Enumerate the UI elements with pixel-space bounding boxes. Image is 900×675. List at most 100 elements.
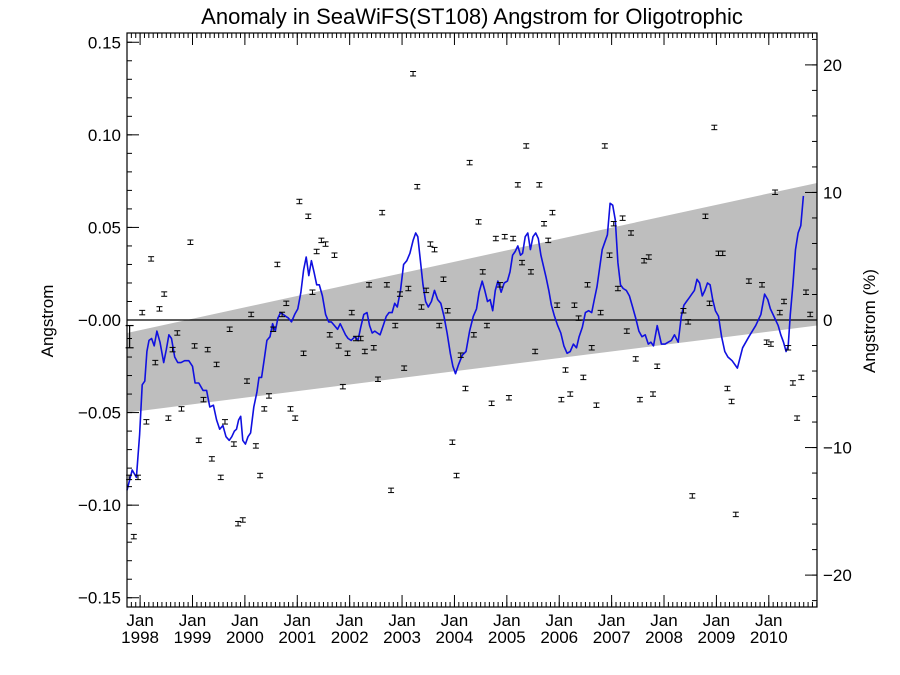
data-point [243, 378, 250, 384]
data-point [798, 374, 805, 381]
x-tick-label-month: Jan [336, 611, 363, 630]
data-point [383, 282, 390, 288]
data-point [745, 278, 752, 284]
data-point [252, 443, 259, 449]
x-tick-label-year: 2001 [278, 628, 316, 647]
x-tick-label-year: 2006 [540, 628, 578, 647]
data-point [597, 309, 604, 316]
data-point [580, 374, 587, 381]
x-tick-label-month: Jan [126, 611, 153, 630]
x-tick-label-month: Jan [598, 611, 625, 630]
data-point [148, 256, 155, 262]
data-point [187, 239, 194, 245]
data-point [235, 520, 242, 527]
data-point [221, 419, 228, 425]
data-point [300, 350, 307, 357]
data-point [497, 282, 504, 288]
data-point [645, 254, 652, 260]
data-point [200, 396, 207, 403]
x-tick-label-year: 2009 [697, 628, 735, 647]
data-point [143, 419, 150, 425]
x-tick-label-month: Jan [441, 611, 468, 630]
x-tick-label-year: 2008 [645, 628, 683, 647]
data-point [335, 343, 342, 349]
data-point [165, 415, 172, 421]
axes-layer: −0.15 −0.10 −0.05 −0.00 0.05 0.10 0.15 −20 −10 0 1… [78, 32, 852, 647]
data-point [401, 365, 408, 371]
x-tick-label-month: Jan [546, 611, 573, 630]
y-tick-label-right: 20 [823, 56, 842, 75]
data-point [305, 213, 312, 220]
data-point [283, 300, 290, 307]
data-point [562, 367, 569, 373]
data-point [204, 346, 211, 353]
data-point [318, 237, 325, 244]
data-point [331, 252, 338, 258]
data-point [610, 220, 617, 227]
y-axis-title-right: Angstrom (%) [860, 269, 879, 373]
data-point [588, 345, 595, 351]
data-point [457, 352, 464, 358]
x-tick-label-month: Jan [388, 611, 415, 630]
data-point [514, 182, 521, 188]
data-point [719, 250, 726, 257]
data-point [584, 282, 591, 288]
data-point [226, 326, 233, 332]
data-point [366, 282, 373, 288]
data-point [370, 345, 377, 351]
data-point [510, 235, 517, 242]
data-point [462, 385, 469, 392]
data-point [532, 348, 539, 355]
data-point [758, 282, 765, 288]
x-tick-label-year: 2004 [436, 628, 474, 647]
data-point [257, 472, 264, 479]
data-point [575, 315, 582, 321]
x-tick-label-month: Jan [179, 611, 206, 630]
data-point [453, 472, 460, 479]
data-point [265, 393, 272, 399]
data-point [475, 219, 482, 225]
x-tick-label-year: 1999 [174, 628, 212, 647]
data-point [680, 308, 687, 314]
trend-band-layer [127, 182, 817, 413]
data-point [601, 143, 608, 149]
data-point [449, 439, 456, 445]
data-point [261, 406, 268, 412]
data-point [785, 345, 792, 351]
data-point [440, 276, 447, 282]
data-point [427, 241, 434, 247]
data-point [619, 215, 626, 221]
x-tick-label-year: 2005 [488, 628, 526, 647]
y-tick-label-right: −20 [823, 566, 852, 585]
data-point [541, 220, 548, 227]
data-point [488, 400, 495, 407]
trend-band [127, 182, 817, 413]
data-point [794, 415, 801, 421]
data-point [309, 289, 316, 295]
x-tick-label-month: Jan [650, 611, 677, 630]
y-tick-label-left: −0.05 [78, 404, 121, 423]
data-point [689, 493, 696, 499]
data-point [685, 319, 692, 325]
data-point [807, 311, 814, 318]
data-point [135, 474, 142, 481]
data-point [405, 285, 412, 292]
data-point [348, 309, 355, 316]
data-point [292, 415, 299, 421]
data-point [505, 395, 512, 401]
data-point [519, 259, 526, 266]
data-point [763, 339, 770, 345]
x-tick-label-year: 2003 [383, 628, 421, 647]
y-tick-label-right: 10 [823, 183, 842, 202]
data-point [802, 289, 809, 295]
data-point [248, 311, 255, 318]
data-point [523, 143, 530, 149]
data-point [545, 237, 552, 244]
data-point [388, 487, 395, 494]
data-point [213, 361, 220, 368]
data-point [776, 309, 783, 316]
data-point [732, 511, 739, 518]
data-point [139, 309, 146, 316]
chart-title: Anomaly in SeaWiFS(ST108) Angstrom for O… [201, 4, 743, 29]
